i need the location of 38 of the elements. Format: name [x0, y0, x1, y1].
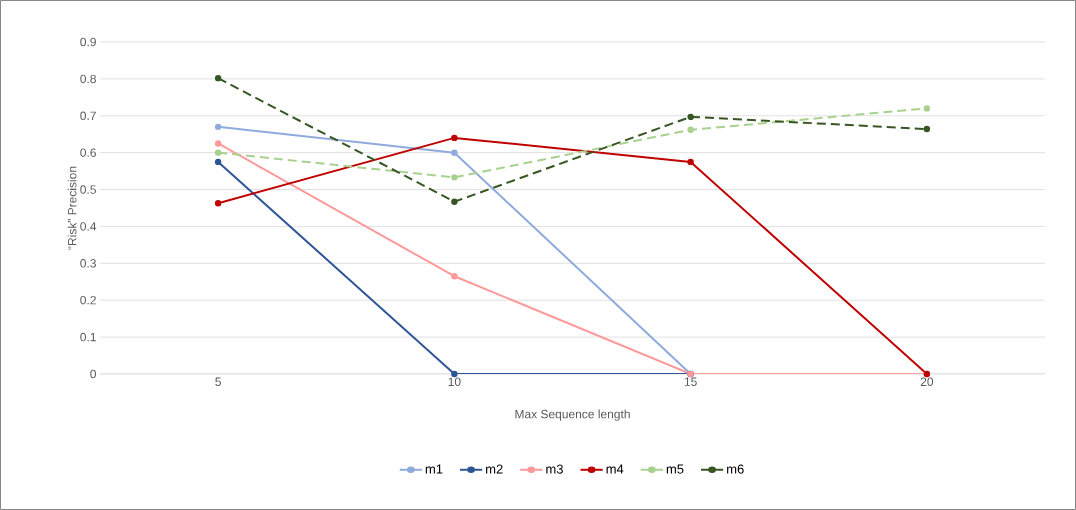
point [214, 74, 222, 82]
x-tick-label: 5 [215, 377, 221, 386]
point [214, 158, 222, 166]
point [214, 200, 222, 207]
legend-label: m4 [606, 464, 624, 474]
y-tick-label: 0.2 [80, 295, 96, 305]
point [451, 198, 458, 205]
y-tick-label: 0.4 [80, 222, 97, 231]
legend-label: m6 [727, 464, 744, 474]
y-tick-label: 0.5 [80, 185, 96, 194]
point [451, 174, 458, 181]
point [687, 113, 694, 121]
point [687, 126, 694, 133]
x-tick-label: 15 [684, 377, 697, 386]
y-tick-label: 0.3 [80, 259, 96, 268]
legend-label: m5 [666, 464, 684, 474]
y-axis-title: “Risk” Precision [67, 166, 77, 250]
x-tick-label: 20 [920, 377, 934, 387]
point [687, 158, 694, 166]
x-axis-title: Max Sequence length [515, 409, 630, 421]
y-tick-label: 0.7 [80, 111, 96, 121]
point [214, 149, 222, 156]
legend-label: m3 [546, 464, 563, 474]
y-tick-label: 0.8 [80, 74, 96, 84]
y-tick-label: 0.1 [80, 332, 96, 342]
point [451, 273, 458, 280]
point [451, 149, 458, 156]
point [923, 125, 931, 133]
point [214, 140, 222, 147]
point [923, 105, 931, 112]
y-tick-label: 0 [90, 369, 97, 379]
y-tick-label: 0.9 [80, 37, 96, 47]
legend-label: m1 [425, 464, 443, 474]
legend-label: m2 [486, 464, 503, 474]
point [214, 123, 222, 131]
y-tick-label: 0.6 [80, 148, 96, 157]
x-tick-label: 10 [448, 377, 461, 387]
point [451, 134, 458, 142]
